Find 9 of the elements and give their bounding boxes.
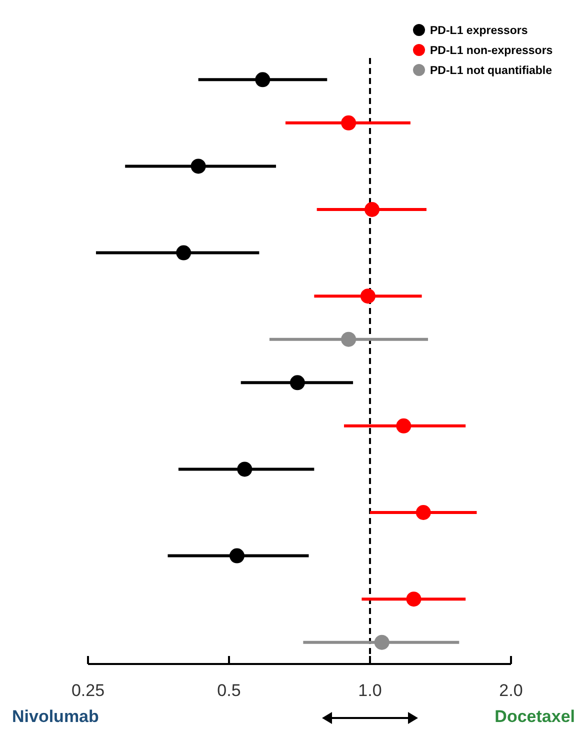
x-tick-label: 1.0	[358, 681, 382, 700]
legend-label: PD-L1 non-expressors	[430, 45, 553, 57]
x-tick-label: 2.0	[499, 681, 523, 700]
legend-label: PD-L1 not quantifiable	[430, 65, 552, 77]
x-tick-label: 0.5	[217, 681, 241, 700]
text: Nivolumab	[12, 707, 99, 726]
legend-label: PD-L1 expressors	[430, 25, 528, 37]
x-tick-label: 0.25	[71, 681, 105, 700]
text: Docetaxel	[494, 707, 575, 726]
